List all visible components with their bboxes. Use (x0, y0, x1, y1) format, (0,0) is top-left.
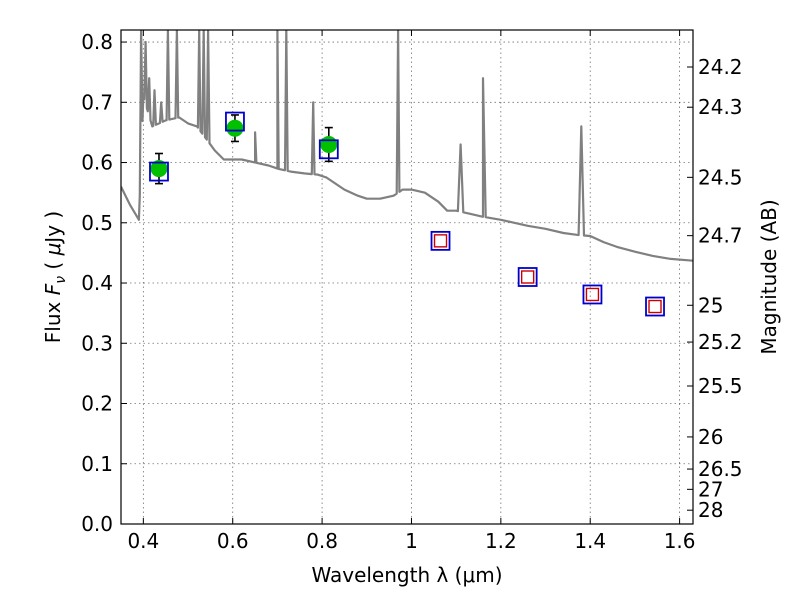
plot-frame (120, 29, 694, 525)
model-red-square (648, 299, 662, 314)
x-axis-label: Wavelength λ (μm) (311, 563, 502, 587)
spectrum-line (121, 30, 693, 262)
y-tick-label: 0.8 (81, 30, 113, 54)
magnitude-axis-label: Magnitude (AB) (757, 199, 781, 354)
x-tick-label: 1.4 (574, 529, 606, 553)
y-tick-label: 0.3 (81, 331, 113, 355)
magnitude-tick-label: 26 (698, 425, 723, 449)
y-tick-label: 0.1 (81, 452, 113, 476)
model-red-square (585, 287, 600, 302)
x-tick-label: 1.2 (485, 529, 517, 553)
y-label-part-4: ( (41, 255, 65, 276)
observed-point (226, 119, 244, 137)
y-tick-label: 0.5 (81, 211, 113, 235)
x-tick-label: 1 (405, 529, 418, 553)
magnitude-tick-label: 24.2 (698, 55, 743, 79)
magnitude-tick-label: 24.3 (698, 95, 743, 119)
magnitude-tick-label: 25 (698, 293, 723, 317)
model-blue-square (149, 161, 169, 182)
magnitude-tick-label: 24.5 (698, 165, 743, 189)
magnitude-tick-label: 25.2 (698, 330, 743, 354)
model-blue-square (225, 111, 245, 132)
observed-point (320, 135, 338, 153)
y-label-part-6: Jy ) (41, 211, 65, 245)
model-blue-square (517, 267, 538, 287)
y-label-part-1: Flux (41, 295, 65, 343)
x-tick-label: 0.8 (306, 529, 338, 553)
model-blue-square (645, 296, 665, 317)
observed-point (150, 160, 168, 178)
y-tick-label: 0.0 (81, 512, 113, 536)
model-red-square (433, 234, 448, 248)
model-red-square (520, 270, 535, 284)
magnitude-tick-label: 25.5 (698, 374, 743, 398)
x-tick-label: 0.4 (127, 529, 159, 553)
y-label-part-5: μ (41, 243, 65, 257)
magnitude-tick-label: 27 (698, 477, 723, 501)
x-tick-label: 1.6 (664, 529, 696, 553)
y-tick-label: 0.4 (81, 271, 113, 295)
y-tick-label: 0.2 (81, 392, 113, 416)
y-axis-label: Flux Fν ( μJy ) (41, 211, 69, 343)
model-blue-square (318, 139, 339, 160)
model-blue-square (430, 230, 451, 251)
y-tick-label: 0.6 (81, 151, 113, 175)
y-label-part-3: ν (53, 276, 69, 284)
magnitude-tick-label: 28 (698, 498, 723, 522)
y-tick-label: 0.7 (81, 90, 113, 114)
model-blue-square (582, 284, 603, 305)
magnitude-tick-label: 24.7 (698, 224, 743, 248)
y-label-part-2: F (41, 283, 65, 295)
magnitude-tick-label: 26.5 (698, 457, 743, 481)
x-tick-label: 0.6 (217, 529, 249, 553)
axes-ticks: 0.4 0.6 0.8 1 1.2 1.4 1.6 0.0 0.1 0.2 0.3 0.4 0.5 0.6… (81, 30, 743, 553)
plot-data (121, 30, 693, 317)
